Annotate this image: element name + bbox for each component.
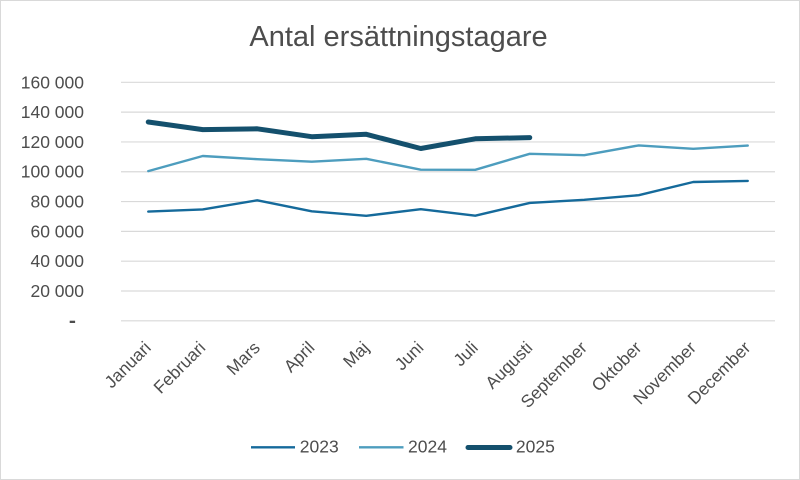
svg-text:Augusti: Augusti: [481, 337, 536, 392]
svg-text:2024: 2024: [408, 437, 447, 457]
svg-text:140 000: 140 000: [21, 102, 85, 122]
svg-text:Antal ersättningstagare: Antal ersättningstagare: [249, 21, 547, 53]
svg-text:40 000: 40 000: [30, 251, 84, 271]
svg-text:April: April: [280, 337, 319, 376]
svg-text:160 000: 160 000: [21, 72, 85, 92]
svg-text:Februari: Februari: [149, 337, 209, 397]
svg-text:Januari: Januari: [100, 337, 154, 391]
svg-text:2023: 2023: [300, 437, 339, 457]
svg-text:2025: 2025: [516, 437, 555, 457]
svg-text:120 000: 120 000: [21, 132, 85, 152]
svg-text:60 000: 60 000: [30, 221, 84, 241]
svg-text:Juni: Juni: [391, 337, 428, 374]
svg-text:80 000: 80 000: [30, 192, 84, 212]
svg-text:20 000: 20 000: [30, 281, 84, 301]
svg-text:Maj: Maj: [339, 337, 373, 371]
svg-text:Mars: Mars: [222, 337, 264, 379]
svg-text:Juli: Juli: [449, 337, 482, 370]
svg-text:100 000: 100 000: [21, 162, 85, 182]
